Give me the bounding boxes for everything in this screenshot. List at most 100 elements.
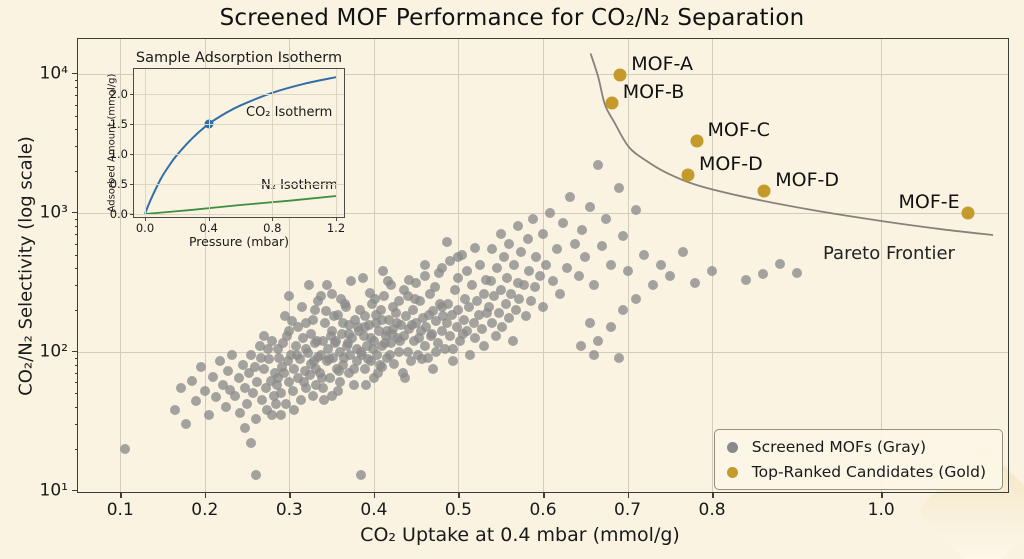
screened-point — [554, 288, 565, 299]
screened-point — [324, 372, 335, 383]
x-tick-mark — [543, 492, 545, 498]
screened-point — [445, 330, 455, 341]
y-minor-tick — [74, 104, 78, 106]
screened-point — [406, 320, 417, 331]
screened-point — [588, 280, 599, 291]
screened-point — [614, 353, 625, 363]
screened-point — [605, 322, 616, 333]
screened-point — [298, 377, 309, 388]
y-gridline — [78, 351, 1008, 353]
screened-point — [364, 287, 375, 298]
screened-point — [499, 251, 510, 262]
screened-point — [618, 304, 629, 315]
screened-point — [318, 382, 329, 393]
screened-point — [361, 379, 372, 390]
screened-point — [301, 343, 312, 354]
screened-point — [233, 372, 244, 383]
inset-y-tick-label: 1.0 — [109, 147, 128, 161]
screened-point — [355, 304, 366, 315]
screened-point — [389, 358, 400, 369]
screened-point — [707, 266, 718, 277]
screened-point — [320, 306, 331, 317]
screened-point — [488, 291, 499, 302]
x-tick-label: 0.6 — [529, 500, 557, 520]
y-minor-tick — [74, 129, 78, 131]
screened-point — [301, 318, 312, 329]
legend-label-screened: Screened MOFs (Gray) — [751, 438, 927, 456]
plot-area: Pareto Frontier Screened MOFs (Gray) Top… — [40, 38, 1009, 520]
y-tick-mark — [72, 489, 78, 492]
co2-curve-label: CO₂ Isotherm — [246, 105, 333, 120]
screened-point — [455, 335, 466, 346]
screened-point — [460, 293, 471, 304]
inset-title: Sample Adsorption Isotherm — [135, 50, 343, 66]
screened-point — [437, 301, 448, 312]
y-tick-label: 10⁴ — [39, 63, 68, 84]
screened-point — [458, 314, 469, 325]
inset-x-gridline — [145, 69, 146, 217]
screened-point — [504, 312, 515, 323]
screened-point — [631, 204, 641, 215]
screened-point — [477, 324, 488, 335]
screened-point — [492, 262, 503, 273]
inset-x-tick-label: 0.0 — [135, 221, 155, 235]
inset-x-gridline — [336, 69, 337, 217]
screened-point — [359, 322, 370, 333]
screened-point — [264, 354, 275, 365]
screened-point — [275, 388, 286, 399]
isotherm-curves — [144, 76, 337, 215]
screened-point — [308, 390, 319, 401]
screened-point — [240, 423, 251, 434]
screened-point — [774, 258, 785, 269]
inset-x-tick-label: 0.8 — [263, 221, 282, 235]
screened-point — [487, 318, 498, 329]
y-gridline — [78, 73, 1008, 75]
screened-point — [257, 394, 268, 405]
screened-point — [297, 333, 308, 344]
x-gridline — [881, 39, 883, 492]
screened-point — [690, 278, 701, 289]
screened-point — [497, 322, 508, 333]
screened-point — [448, 343, 459, 354]
screened-point — [352, 322, 363, 333]
screened-point — [267, 335, 278, 346]
x-gridline — [712, 39, 714, 492]
screened-point — [450, 284, 461, 295]
x-tick-mark — [712, 492, 714, 498]
screened-point — [495, 284, 506, 295]
screened-point — [348, 379, 359, 390]
screened-point — [461, 266, 472, 277]
screened-point — [597, 240, 608, 251]
screened-point — [230, 390, 241, 401]
screened-point — [282, 356, 293, 367]
screened-point — [325, 330, 336, 341]
screened-point — [470, 333, 481, 344]
screened-point — [204, 410, 215, 420]
screened-point — [631, 293, 641, 304]
y-minor-tick — [74, 226, 78, 228]
screened-point — [452, 251, 463, 262]
screened-point — [330, 335, 341, 346]
y-minor-tick — [74, 393, 78, 395]
y-minor-tick — [74, 365, 78, 367]
screened-point — [453, 304, 464, 315]
screened-point — [265, 375, 276, 386]
screened-point — [286, 316, 297, 327]
screened-point — [403, 274, 414, 285]
x-tick-mark — [458, 492, 460, 498]
y-minor-tick — [74, 95, 78, 97]
screened-point — [242, 399, 253, 409]
screened-point — [423, 353, 434, 363]
screened-point — [485, 276, 496, 287]
screened-point — [521, 311, 532, 322]
inset-y-gridline — [134, 94, 344, 95]
screened-point — [370, 318, 381, 329]
screened-point — [478, 340, 489, 351]
x-gridline — [289, 39, 291, 492]
screened-point — [463, 301, 474, 312]
inset-x-tick-mark — [272, 217, 274, 221]
screened-point — [275, 410, 286, 420]
screened-point — [323, 343, 334, 354]
screened-point — [308, 356, 319, 367]
inset-x-tick-mark — [145, 217, 146, 221]
